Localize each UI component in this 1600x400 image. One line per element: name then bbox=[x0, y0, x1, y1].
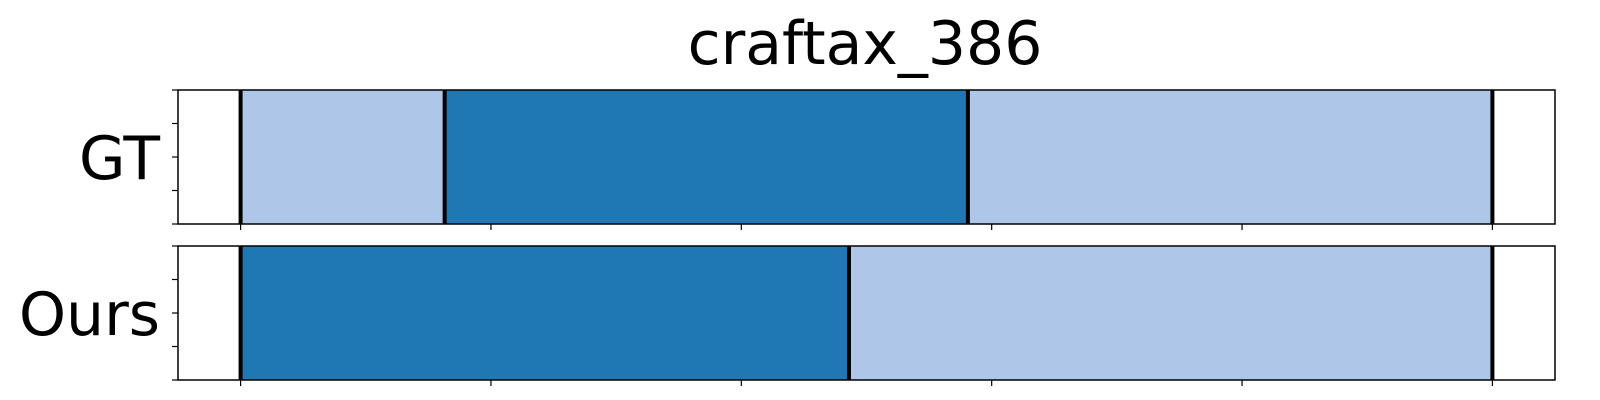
row-label: GT bbox=[79, 124, 160, 194]
segment-bar bbox=[848, 246, 1493, 380]
row-ours: Ours bbox=[19, 245, 1556, 386]
rows-layer: GT Ours bbox=[19, 89, 1556, 386]
segment-bar bbox=[240, 90, 445, 224]
chart-title: craftax_386 bbox=[688, 9, 1043, 79]
row-label: Ours bbox=[19, 280, 160, 350]
segment-bar bbox=[444, 90, 968, 224]
segment-bar bbox=[967, 90, 1493, 224]
row-gt: GT bbox=[79, 89, 1556, 230]
segment-bar bbox=[240, 246, 849, 380]
